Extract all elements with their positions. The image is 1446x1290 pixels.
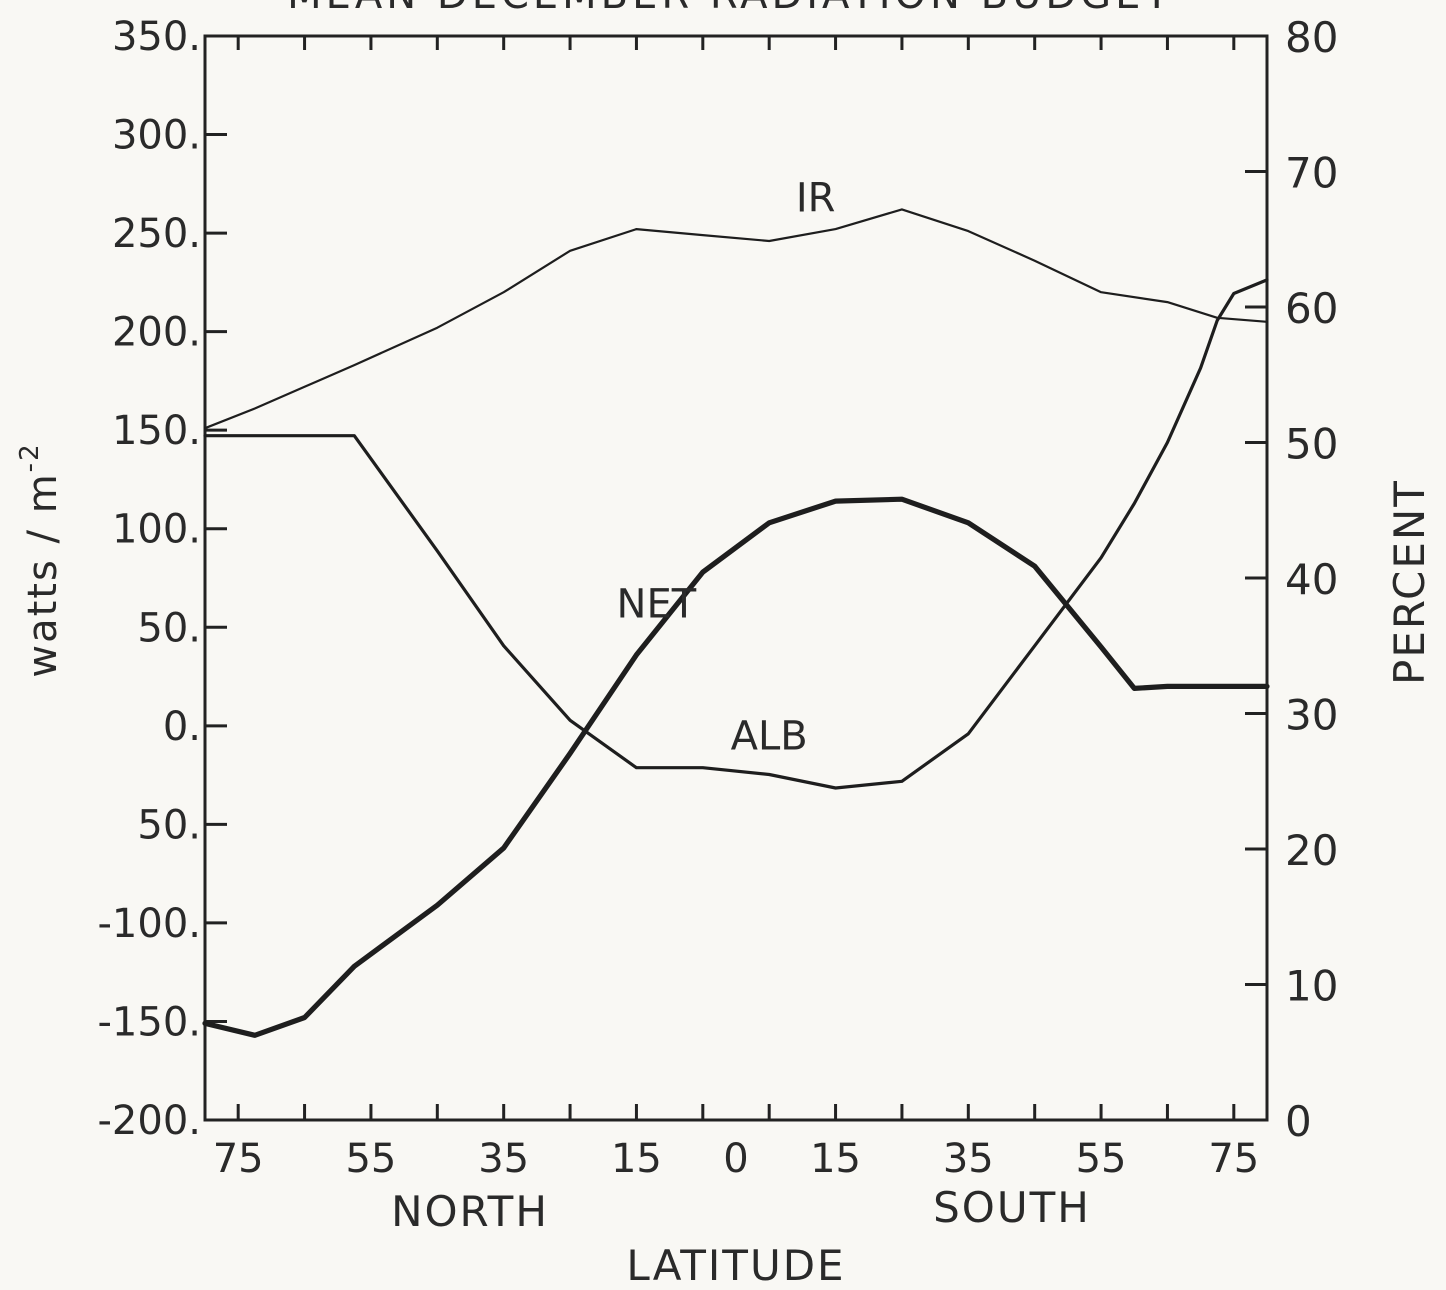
y-left-tick-label: -200. [98,1098,202,1144]
x-tick-label: 15 [611,1136,662,1182]
y-right-tick-label: 60 [1285,284,1338,333]
y-left-tick-label: 0. [163,704,201,750]
series-line-alb [203,278,1269,790]
series-label-alb: ALB [731,714,808,760]
left-axis-title-exponent: -2 [15,442,45,472]
x-tick-label: 75 [213,1136,264,1182]
chart-title: MEAN DECEMBER RADIATION BUDGET [287,0,1173,18]
series-label-net: NET [617,582,697,628]
y-left-tick-label: 300. [112,113,201,159]
x-tick-label: 35 [943,1136,994,1182]
y-left-tick-label: 50. [137,605,201,651]
x-tick-label: 0 [723,1136,748,1182]
x-tick-label: 15 [810,1136,861,1182]
x-tick-label: 55 [1076,1136,1127,1182]
series-line-ir [203,208,1269,430]
y-left-tick-label: 150. [112,408,201,454]
y-right-tick-label: 20 [1285,826,1338,875]
series-labels: IR ALB NET [617,176,836,760]
x-region-label-south: SOUTH [933,1183,1091,1232]
left-axis-title: watts / m-2 [15,442,66,677]
y-left-tick-label: -100. [98,901,202,947]
series-line-net [202,496,1270,1038]
x-tick-label: 55 [345,1136,396,1182]
y-right-tick-label: 0 [1285,1097,1312,1146]
series-lines [202,208,1270,1038]
left-axis-title-text: watts / m [20,472,66,677]
y-right-tick-label: 40 [1285,555,1338,604]
y-right-tick-label: 70 [1285,149,1338,198]
axis-ticks [205,34,1267,1122]
y-right-tick-label: 10 [1285,962,1338,1011]
y-left-tick-label: 100. [112,507,201,553]
right-axis-title: PERCENT [1385,479,1434,685]
y-left-tick-label: 50. [137,802,201,848]
y-left-tick-label: 350. [112,14,201,60]
y-left-tick-label: 250. [112,211,201,257]
x-axis-title: LATITUDE [626,1241,845,1290]
y-right-tick-label: 80 [1285,13,1338,62]
y-right-tick-label: 30 [1285,691,1338,740]
y-left-tick-label: -150. [98,999,202,1045]
tick-labels: 350. 300. 250. 200. 150. 100. 50. 0. 50. -100. -15… [98,13,1339,1182]
x-tick-label: 75 [1208,1136,1259,1182]
y-right-tick-label: 50 [1285,420,1338,469]
y-left-tick-label: 200. [112,310,201,356]
x-tick-label: 35 [478,1136,529,1182]
series-label-ir: IR [796,176,836,222]
svg-text:watts / m-2: watts / m-2 [15,442,66,677]
x-region-label-north: NORTH [391,1187,549,1236]
right-axis-title-text: PERCENT [1385,479,1434,685]
